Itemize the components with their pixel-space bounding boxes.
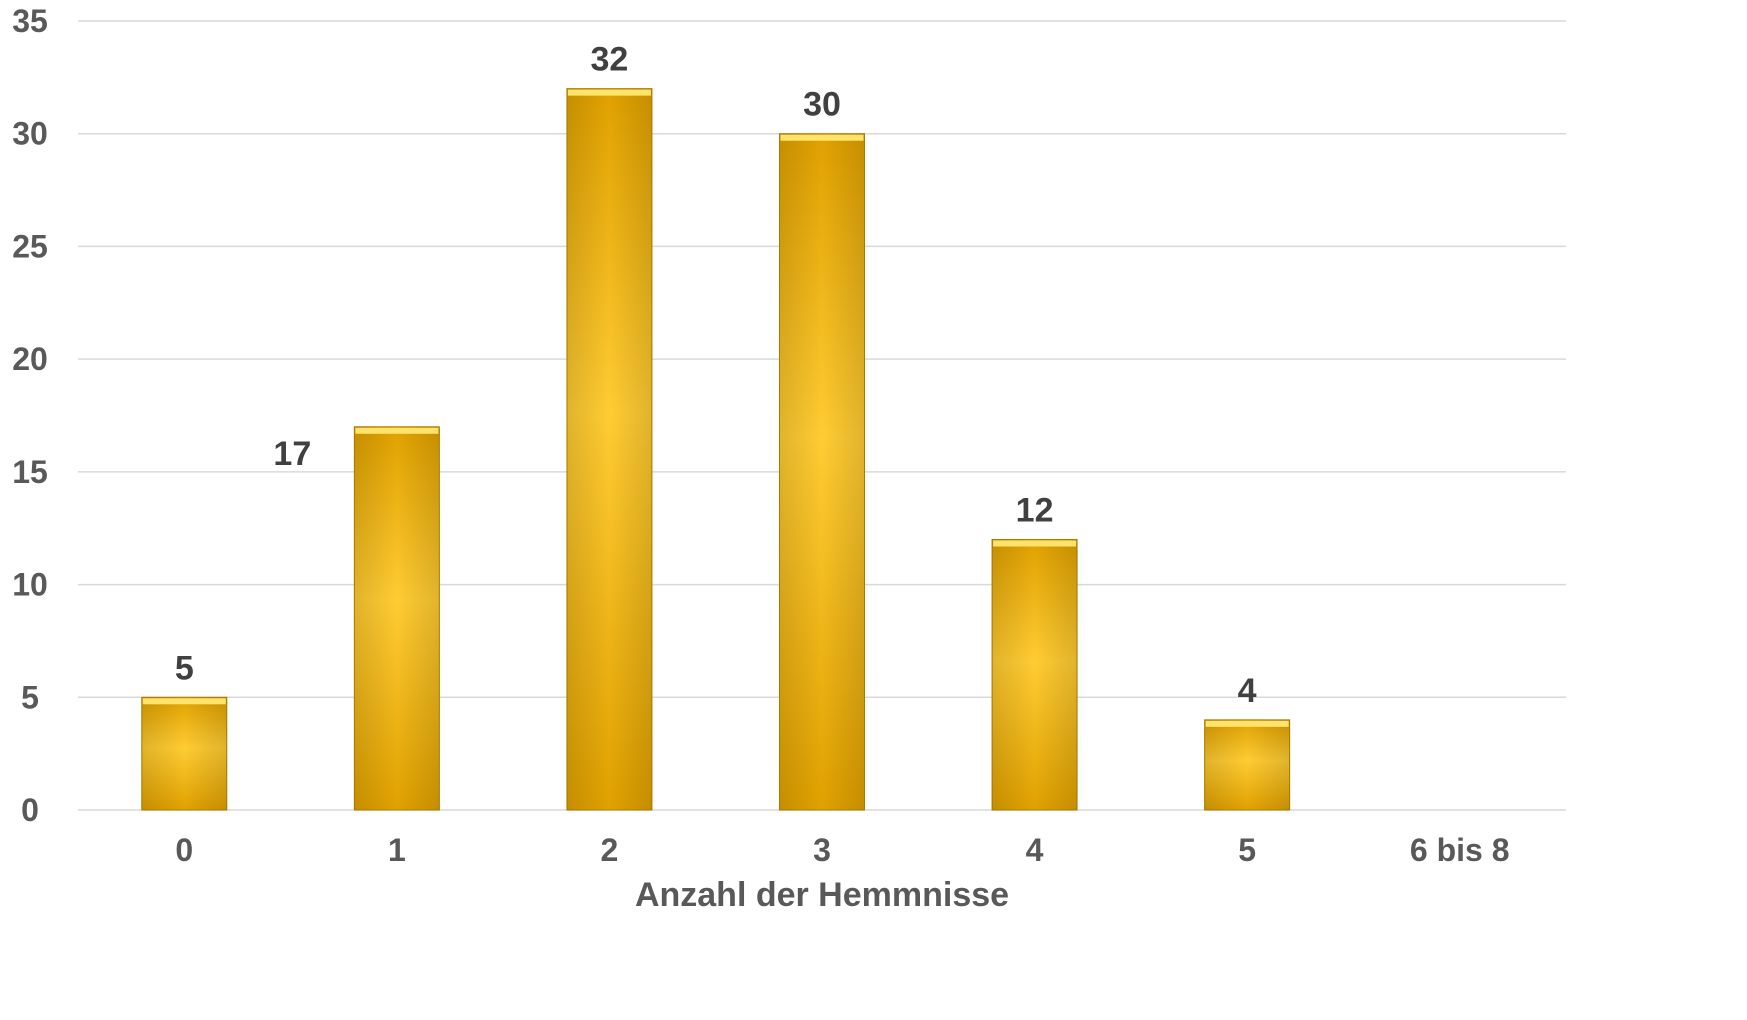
- x-tick-label: 1: [388, 832, 406, 868]
- bar-shade: [1204, 719, 1290, 810]
- data-label: 5: [175, 649, 194, 687]
- x-tick-label: 0: [175, 832, 193, 868]
- data-labels: 5 17 32 30 12 4: [175, 41, 1257, 710]
- data-label: 4: [1238, 672, 1257, 710]
- x-axis-title: Anzahl der Hemmnisse: [635, 876, 1009, 914]
- bar-top-highlight: [1205, 720, 1289, 727]
- bar-shade: [354, 426, 440, 810]
- bar-top-highlight: [993, 540, 1077, 547]
- y-tick-label: 25: [12, 228, 48, 264]
- y-tick-label: 0: [21, 792, 39, 828]
- data-label: 12: [1016, 491, 1054, 529]
- bars: [141, 88, 1291, 811]
- bar-top-highlight: [567, 89, 651, 96]
- bar-shade: [779, 133, 865, 810]
- data-label: 30: [803, 86, 841, 124]
- data-label: 32: [591, 41, 629, 79]
- y-tick-label: 15: [12, 454, 48, 490]
- y-axis-ticks: 0 5 10 15 20 25 30 35: [12, 3, 48, 828]
- x-tick-label: 4: [1026, 832, 1044, 868]
- bar-top-highlight: [355, 427, 439, 434]
- y-tick-label: 30: [12, 116, 48, 152]
- x-tick-label: 2: [601, 832, 619, 868]
- x-tick-label: 5: [1238, 832, 1256, 868]
- bar-shade: [992, 539, 1078, 810]
- x-axis-ticks: 0 1 2 3 4 5 6 bis 8: [175, 832, 1509, 868]
- bar-shade: [141, 697, 227, 810]
- bar-shade: [566, 88, 652, 811]
- x-tick-label: 3: [813, 832, 831, 868]
- y-tick-label: 35: [12, 3, 48, 39]
- y-tick-label: 20: [12, 341, 48, 377]
- y-tick-label: 5: [21, 679, 39, 715]
- y-tick-label: 10: [12, 567, 48, 603]
- x-tick-label: 6 bis 8: [1410, 832, 1510, 868]
- bar-top-highlight: [142, 698, 226, 705]
- bar-top-highlight: [780, 134, 864, 141]
- data-label: 17: [273, 435, 311, 473]
